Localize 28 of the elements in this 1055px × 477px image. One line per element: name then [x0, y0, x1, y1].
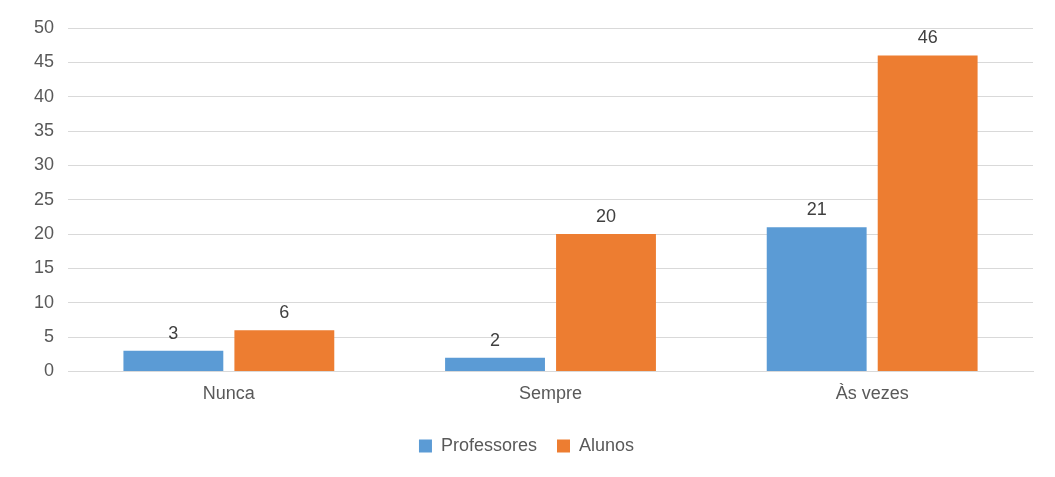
bar — [556, 234, 656, 371]
y-tick-label: 0 — [44, 360, 55, 381]
y-tick-label: 20 — [33, 223, 55, 244]
legend-label: Professores — [440, 434, 538, 455]
bar — [877, 55, 978, 371]
data-label: 2 — [490, 329, 501, 350]
bar — [234, 330, 335, 371]
y-tick-label: 15 — [33, 257, 55, 278]
data-label: 3 — [168, 322, 179, 343]
data-label: 6 — [279, 302, 290, 323]
y-tick-label: 45 — [33, 51, 55, 72]
y-tick-label: 50 — [33, 16, 55, 37]
bar — [766, 227, 867, 371]
y-tick-label: 40 — [33, 85, 55, 106]
legend-label: Alunos — [579, 434, 635, 455]
y-tick-label: 10 — [33, 291, 55, 312]
x-tick-label: Às vezes — [835, 383, 909, 404]
x-tick-label: Nunca — [202, 383, 256, 404]
data-label: 21 — [806, 199, 827, 220]
bar — [445, 357, 545, 371]
x-tick-label: Sempre — [519, 383, 583, 404]
data-label: 20 — [595, 206, 617, 227]
y-tick-label: 35 — [33, 119, 55, 140]
y-tick-label: 30 — [33, 154, 55, 175]
y-tick-label: 25 — [33, 188, 55, 209]
bar — [123, 350, 224, 371]
data-label: 46 — [917, 27, 938, 48]
y-tick-label: 5 — [44, 326, 55, 347]
